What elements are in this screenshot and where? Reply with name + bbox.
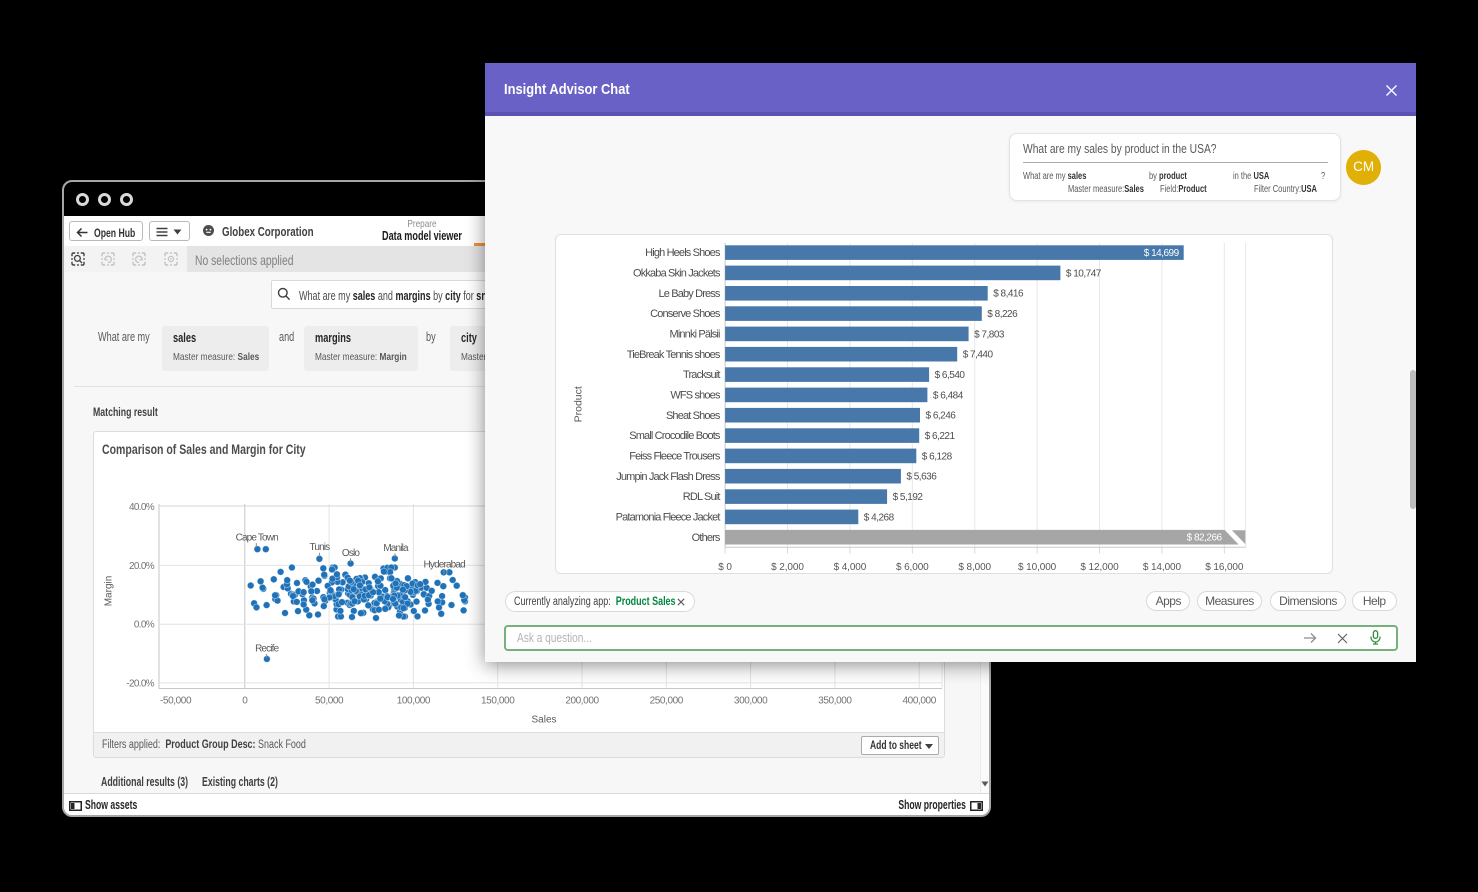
svg-text:$ 4,268: $ 4,268 bbox=[864, 512, 895, 523]
svg-text:$ 16,000: $ 16,000 bbox=[1206, 562, 1245, 573]
svg-text:Jumpin Jack Flash Dress: Jumpin Jack Flash Dress bbox=[617, 471, 722, 483]
svg-text:50,000: 50,000 bbox=[315, 695, 344, 706]
svg-text:Sales: Sales bbox=[531, 715, 556, 726]
svg-text:$ 7,803: $ 7,803 bbox=[974, 329, 1005, 340]
svg-text:Hyderabad: Hyderabad bbox=[424, 560, 466, 571]
svg-text:TieBreak Tennis shoes: TieBreak Tennis shoes bbox=[627, 349, 721, 361]
svg-text:$ 6,246: $ 6,246 bbox=[926, 411, 957, 422]
svg-text:100,000: 100,000 bbox=[397, 695, 431, 706]
svg-text:200,000: 200,000 bbox=[565, 695, 599, 706]
svg-text:Minnki Pälsii: Minnki Pälsii bbox=[670, 329, 720, 341]
svg-text:$ 6,000: $ 6,000 bbox=[896, 562, 929, 573]
svg-text:Patamonia Fleece Jacket: Patamonia Fleece Jacket bbox=[616, 512, 721, 524]
svg-text:$ 4,000: $ 4,000 bbox=[834, 562, 867, 573]
svg-text:Le Baby Dress: Le Baby Dress bbox=[659, 288, 721, 300]
svg-text:$ 14,699: $ 14,699 bbox=[1144, 248, 1180, 259]
svg-text:Manila: Manila bbox=[383, 543, 409, 554]
svg-text:High Heels Shoes: High Heels Shoes bbox=[646, 247, 722, 259]
svg-text:Tunis: Tunis bbox=[309, 542, 330, 553]
svg-text:Others: Others bbox=[692, 532, 721, 544]
svg-text:350,000: 350,000 bbox=[818, 695, 852, 706]
svg-text:$ 6,128: $ 6,128 bbox=[922, 451, 953, 462]
svg-text:$ 2,000: $ 2,000 bbox=[772, 562, 805, 573]
svg-text:RDL Suit: RDL Suit bbox=[683, 491, 721, 503]
svg-text:WFS shoes: WFS shoes bbox=[671, 390, 722, 402]
svg-text:$ 5,636: $ 5,636 bbox=[907, 472, 938, 483]
svg-text:250,000: 250,000 bbox=[650, 695, 684, 706]
svg-text:400,000: 400,000 bbox=[903, 695, 937, 706]
svg-text:$ 10,747: $ 10,747 bbox=[1066, 268, 1102, 279]
svg-text:-50,000: -50,000 bbox=[160, 695, 192, 706]
svg-text:Okkaba Skin Jackets: Okkaba Skin Jackets bbox=[633, 268, 721, 280]
svg-text:Tracksuit: Tracksuit bbox=[683, 369, 720, 381]
svg-text:$ 6,221: $ 6,221 bbox=[925, 431, 956, 442]
svg-text:Sheat Shoes: Sheat Shoes bbox=[666, 410, 721, 422]
svg-text:$ 82,266: $ 82,266 bbox=[1187, 533, 1223, 544]
svg-text:$ 6,484: $ 6,484 bbox=[933, 390, 964, 401]
svg-text:$ 6,540: $ 6,540 bbox=[935, 370, 966, 381]
svg-text:Conserve Shoes: Conserve Shoes bbox=[651, 308, 722, 320]
svg-text:$ 5,192: $ 5,192 bbox=[893, 492, 924, 503]
svg-text:$ 10,000: $ 10,000 bbox=[1018, 562, 1057, 573]
svg-text:Recife: Recife bbox=[255, 643, 280, 654]
svg-text:$ 14,000: $ 14,000 bbox=[1143, 562, 1182, 573]
svg-text:0: 0 bbox=[242, 695, 248, 706]
svg-text:$ 12,000: $ 12,000 bbox=[1081, 562, 1120, 573]
svg-text:Margin: Margin bbox=[104, 576, 115, 607]
svg-text:150,000: 150,000 bbox=[481, 695, 515, 706]
svg-text:Feiss Fleece Trousers: Feiss Fleece Trousers bbox=[630, 451, 722, 463]
svg-text:$ 8,226: $ 8,226 bbox=[988, 309, 1019, 320]
svg-text:40.0%: 40.0% bbox=[129, 502, 155, 513]
svg-text:Oslo: Oslo bbox=[342, 548, 360, 559]
svg-text:-20.0%: -20.0% bbox=[126, 678, 154, 689]
svg-text:$ 8,000: $ 8,000 bbox=[959, 562, 992, 573]
svg-text:300,000: 300,000 bbox=[734, 695, 768, 706]
svg-text:20.0%: 20.0% bbox=[129, 561, 155, 572]
svg-text:Small Crocodile Boots: Small Crocodile Boots bbox=[630, 430, 722, 442]
svg-text:$ 8,416: $ 8,416 bbox=[994, 289, 1025, 300]
svg-text:0.0%: 0.0% bbox=[134, 620, 155, 631]
svg-text:$ 0: $ 0 bbox=[719, 562, 733, 573]
svg-text:Product: Product bbox=[573, 386, 585, 422]
svg-text:Cape Town: Cape Town bbox=[236, 533, 278, 544]
svg-text:$ 7,440: $ 7,440 bbox=[963, 350, 994, 361]
